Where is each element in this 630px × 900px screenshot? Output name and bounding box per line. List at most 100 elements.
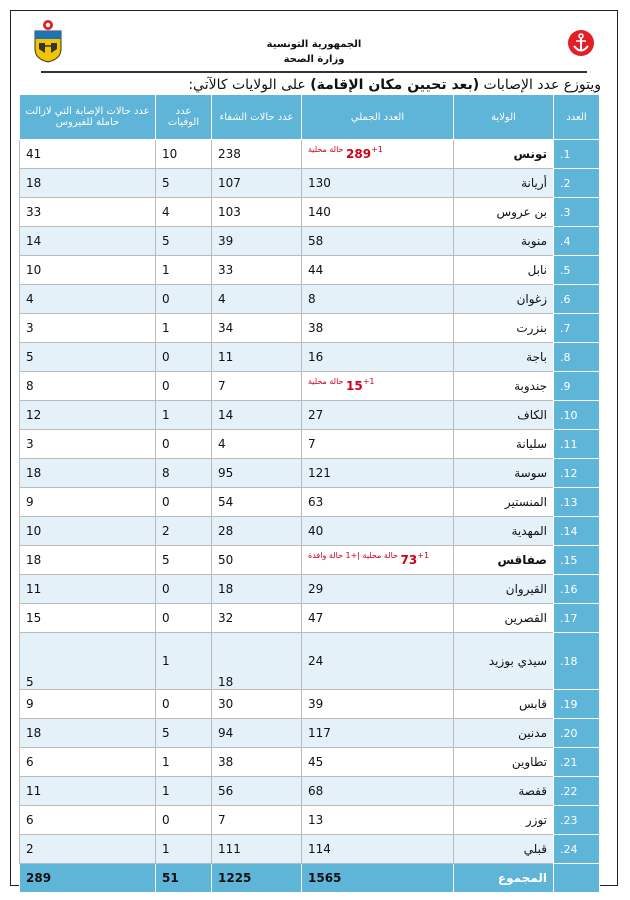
row-active: 3 [19,313,156,343]
row-governorate: منوبة [453,226,554,256]
row-deaths: 5 [155,226,212,256]
row-total-value: 117 [308,726,331,740]
row-index: 16. [553,574,600,604]
totals-row: المجموع 1565 1225 51 289 [19,863,600,893]
row-governorate: باجة [453,342,554,372]
table-row: 9. جندوبة 15+1 حالة محلية 7 0 8 [19,371,600,401]
row-total-value: 29 [308,582,324,596]
row-governorate: بنزرت [453,313,554,343]
header-recovered: عدد حالات الشفاء [211,94,302,140]
totals-label: المجموع [453,863,554,893]
row-total: 45 [301,747,454,777]
row-total-value: 39 [308,697,324,711]
row-active: 4 [19,284,156,314]
row-active: 33 [19,197,156,227]
table-row: 10. الكاف 27 14 1 12 [19,400,600,430]
header-divider [41,71,587,73]
row-index: 7. [553,313,600,343]
row-total-value: 47 [308,611,324,625]
table-row: 17. القصرين 47 32 0 15 [19,603,600,633]
tunisia-coat-of-arms-icon [34,20,62,63]
row-total-value: 121 [308,466,331,480]
row-governorate: القيروان [453,574,554,604]
table-row: 24. قبلي 114 111 1 2 [19,834,600,864]
row-governorate: بن عروس [453,197,554,227]
row-deaths: 1 [155,400,212,430]
table-row: 4. منوبة 58 39 5 14 [19,226,600,256]
row-governorate: أريانة [453,168,554,198]
row-total: 39 [301,689,454,719]
row-total: 117 [301,718,454,748]
row-recovered: 18 [211,632,302,690]
table-row: 21. تطاوين 45 38 1 6 [19,747,600,777]
row-index: 5. [553,255,600,285]
table-row: 6. زغوان 8 4 0 4 [19,284,600,314]
row-total-value: 114 [308,842,331,856]
row-total-value: 289 [346,147,372,161]
row-total: 73+1 حالة محلية |+1 حالة وافدة [301,545,454,575]
intro-bold: (بعد تحيين مكان الإقامة) [310,77,480,93]
row-total: 29 [301,574,454,604]
document-page: الجمهورية التونسية وزارة الصحة ويتوزع عد… [10,10,618,886]
row-recovered: 7 [211,805,302,835]
row-total-value: 73 [400,553,418,567]
row-total-note: +1 حالة محلية [308,145,383,154]
row-total-value: 16 [308,350,324,364]
table-row: 16. القيروان 29 18 0 11 [19,574,600,604]
row-recovered: 103 [211,197,302,227]
header-governorate: الولاية [453,94,554,140]
row-governorate: صفاقس [453,545,554,575]
row-active: 18 [19,718,156,748]
ministry-line-1: الجمهورية التونسية [266,39,362,50]
row-active: 11 [19,776,156,806]
row-active: 9 [19,689,156,719]
row-recovered: 33 [211,255,302,285]
row-recovered: 54 [211,487,302,517]
row-governorate: مدنين [453,718,554,748]
row-recovered: 38 [211,747,302,777]
row-recovered: 34 [211,313,302,343]
row-governorate: سيدي بوزيد [453,632,554,690]
row-index: 3. [553,197,600,227]
row-total-note: +1 حالة محلية |+1 حالة وافدة [308,551,430,560]
row-index: 15. [553,545,600,575]
row-total: 8 [301,284,454,314]
totals-recovered: 1225 [211,863,302,893]
row-index: 19. [553,689,600,719]
row-recovered: 94 [211,718,302,748]
row-governorate: سليانة [453,429,554,459]
row-deaths: 0 [155,574,212,604]
row-deaths: 0 [155,603,212,633]
cases-by-governorate-table: العدد الولاية العدد الجملي عدد حالات الش… [19,94,600,893]
header-index: العدد [553,94,600,140]
intro-sentence: ويتوزع عدد الإصابات (بعد تحيين مكان الإق… [188,77,601,93]
row-deaths: 1 [155,834,212,864]
row-total-value: 140 [308,205,331,219]
row-deaths: 1 [155,313,212,343]
table-row: 5. نابل 44 33 1 10 [19,255,600,285]
health-ministry-anchor-icon [568,30,594,56]
row-total: 15+1 حالة محلية [301,371,454,401]
row-active: 10 [19,516,156,546]
row-deaths: 0 [155,342,212,372]
row-governorate: جندوبة [453,371,554,401]
row-deaths: 1 [155,255,212,285]
row-total: 140 [301,197,454,227]
table-row: 20. مدنين 117 94 5 18 [19,718,600,748]
row-total-value: 58 [308,234,324,248]
row-index: 22. [553,776,600,806]
row-total: 130 [301,168,454,198]
row-total: 121 [301,458,454,488]
row-governorate: قابس [453,689,554,719]
table-body: 1. تونس 289+1 حالة محلية 238 10 41 2. أريانة 130… [19,139,600,864]
table-row: 11. سليانة 7 4 0 3 [19,429,600,459]
row-index: 21. [553,747,600,777]
row-index: 6. [553,284,600,314]
row-active: 15 [19,603,156,633]
totals-deaths: 51 [155,863,212,893]
row-recovered: 32 [211,603,302,633]
row-active: 12 [19,400,156,430]
row-index: 18. [553,632,600,690]
row-index: 23. [553,805,600,835]
row-index: 14. [553,516,600,546]
